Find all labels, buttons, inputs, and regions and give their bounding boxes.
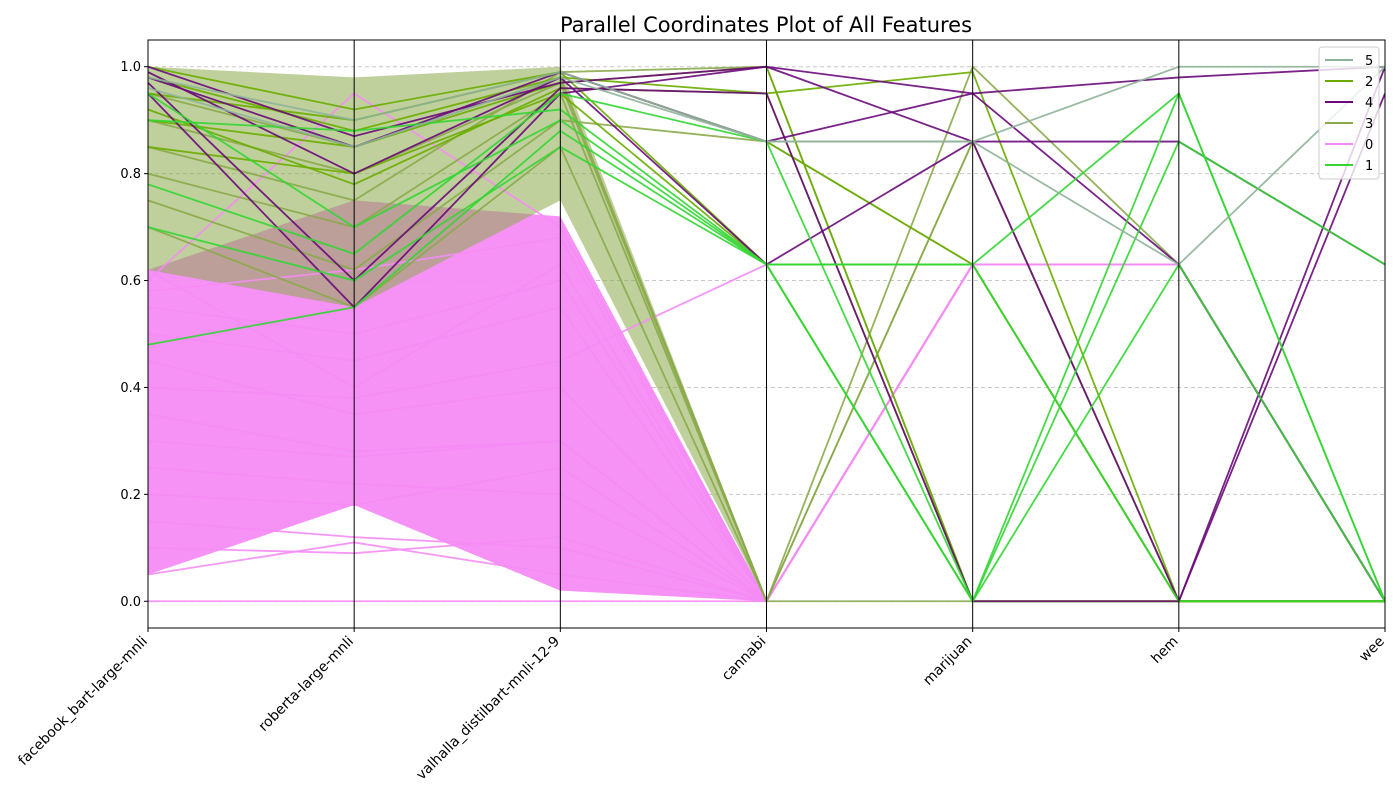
y-tick-label-1: 0.2 (120, 488, 141, 503)
y-tick-label-0: 0.0 (120, 595, 141, 610)
y-axis: 0.0 0.2 0.4 0.6 0.8 1.0 (120, 60, 148, 610)
x-tick-label-4: marijuan (920, 634, 975, 689)
x-tick-label-6: wee (1356, 634, 1388, 666)
legend-label-5: 5 (1365, 54, 1373, 69)
y-tick-label-3: 0.6 (120, 274, 141, 289)
x-tick-label-2: valhalla_distilbart-mnli-12-9 (413, 634, 563, 784)
chart-title: Parallel Coordinates Plot of All Feature… (560, 13, 972, 37)
y-tick-label-5: 1.0 (120, 60, 141, 75)
y-tick-label-2: 0.4 (120, 381, 141, 396)
legend-label-2: 2 (1365, 75, 1373, 90)
legend: 5 2 4 3 0 1 (1318, 46, 1380, 180)
x-tick-label-5: hem (1148, 634, 1181, 667)
legend-label-4: 4 (1365, 96, 1373, 111)
series-3-bundle (148, 66, 767, 602)
legend-label-1: 1 (1365, 159, 1373, 174)
x-tick-label-0: facebook_bart-large-mnli (15, 634, 150, 769)
x-tick-label-3: cannabi (719, 634, 769, 684)
legend-label-3: 3 (1365, 117, 1373, 132)
y-tick-label-4: 0.8 (120, 167, 141, 182)
x-tick-label-1: roberta-large-mnli (256, 634, 357, 735)
legend-label-0: 0 (1365, 138, 1373, 153)
x-axis: facebook_bart-large-mnli roberta-large-mn… (15, 628, 1388, 784)
